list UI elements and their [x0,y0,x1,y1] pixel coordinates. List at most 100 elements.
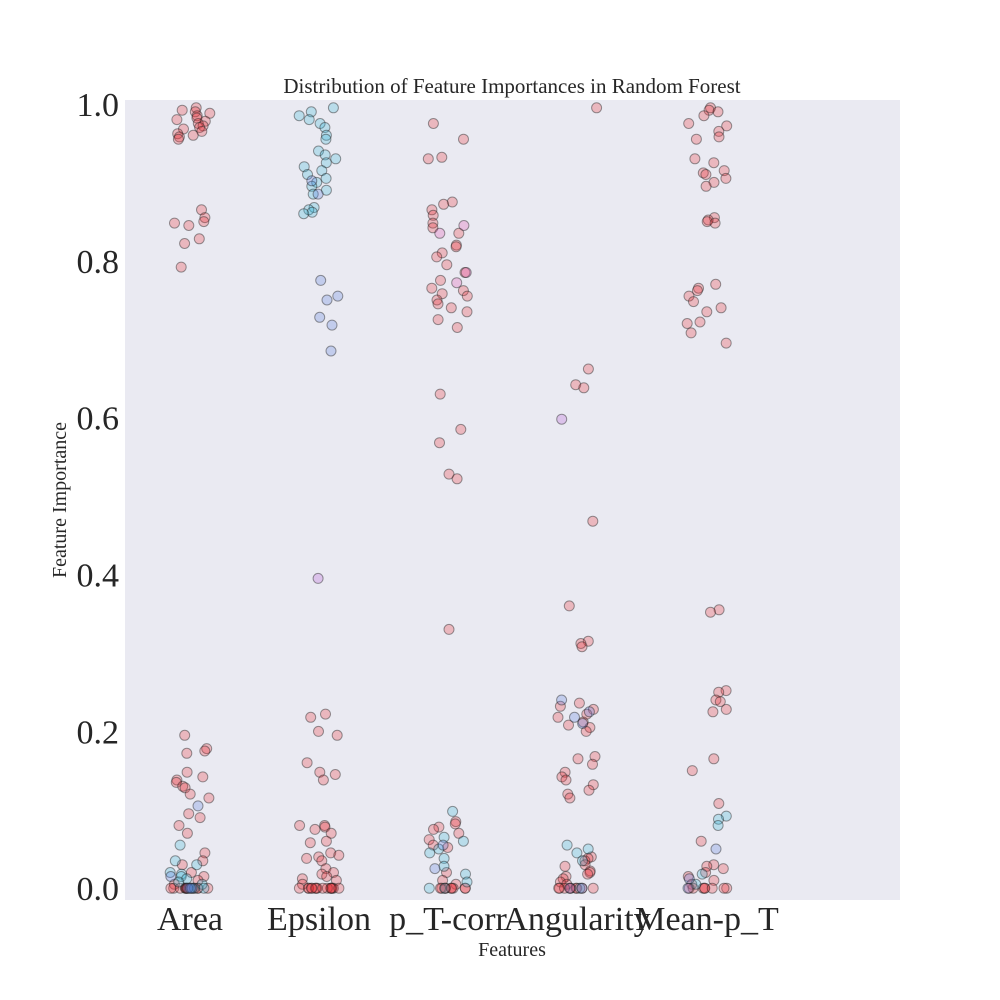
data-point [426,282,438,294]
data-point [701,306,713,318]
data-point [435,274,446,286]
data-point [584,865,596,877]
data-point [720,703,732,715]
data-point [196,125,208,137]
data-point [310,882,322,894]
data-point [687,882,699,894]
data-point [451,322,463,333]
data-point [164,867,176,878]
data-point [321,882,333,894]
data-point [582,868,594,880]
data-point [718,882,730,894]
data-point [450,241,462,253]
data-point [175,871,187,882]
data-point [333,849,345,861]
data-point [293,110,305,122]
data-point [199,847,211,859]
data-point [559,860,571,872]
data-point [198,871,210,882]
data-point [445,302,457,314]
data-point [306,175,318,187]
y-tick-label: 0.8 [77,244,120,281]
data-point [713,798,725,809]
data-point [193,233,205,245]
data-point [179,238,191,249]
y-tick-labels: 0.0 0.2 0.4 0.6 0.8 1.0 [77,87,120,908]
data-point [703,104,715,116]
data-point [459,882,471,894]
data-point [177,780,189,792]
data-point [306,206,318,218]
data-point [313,145,324,157]
data-point [708,874,720,886]
data-point [450,878,462,890]
data-point [325,827,337,839]
data-point [191,110,203,122]
data-point [587,758,598,770]
data-point [460,868,471,880]
data-point [172,133,184,145]
data-point [306,882,318,894]
data-point [559,766,571,778]
data-point [189,106,201,118]
data-point [685,327,697,339]
data-point [173,876,185,888]
data-point [192,882,204,894]
y-tick-label: 0.2 [77,714,120,751]
data-point [702,214,714,226]
data-point [710,843,722,855]
data-point [682,882,694,894]
plot-background [125,100,900,900]
data-point [563,719,574,731]
data-point [427,209,439,221]
data-point [720,337,732,349]
data-point [165,882,177,894]
data-point [302,169,313,180]
data-point [713,604,725,616]
data-point [686,765,698,777]
data-point [713,686,725,698]
data-point [683,118,695,129]
data-point [325,847,337,859]
data-point [197,120,209,132]
data-point [561,839,573,851]
data-point [320,157,332,169]
data-point [301,852,313,864]
x-tick-label: Epsilon [267,901,371,938]
data-point [582,363,594,375]
data-point [584,722,596,733]
data-point [173,131,185,143]
data-point [313,725,324,737]
data-point [439,882,451,894]
data-point [179,882,191,894]
data-point [570,379,582,391]
data-point [183,882,195,894]
data-point [199,115,211,127]
data-point [571,882,583,894]
data-point [198,882,210,894]
data-point [304,837,316,849]
data-point [192,874,204,886]
data-point [562,788,574,800]
data-point [431,251,443,263]
data-point [181,747,193,759]
data-point [574,882,586,894]
data-point [433,821,445,833]
data-point [438,860,450,872]
data-point [556,771,568,783]
data-point [683,882,695,894]
y-tick-label: 0.6 [77,401,120,438]
data-point [577,718,589,729]
data-point [312,188,324,200]
data-point [453,827,465,839]
data-point [706,882,718,894]
data-point [194,122,206,133]
data-point [717,863,729,875]
data-point [327,102,339,114]
data-point [181,882,193,894]
data-point [320,708,331,720]
x-axis-label: Features [478,939,546,961]
data-point [712,820,724,831]
data-point [460,267,472,278]
